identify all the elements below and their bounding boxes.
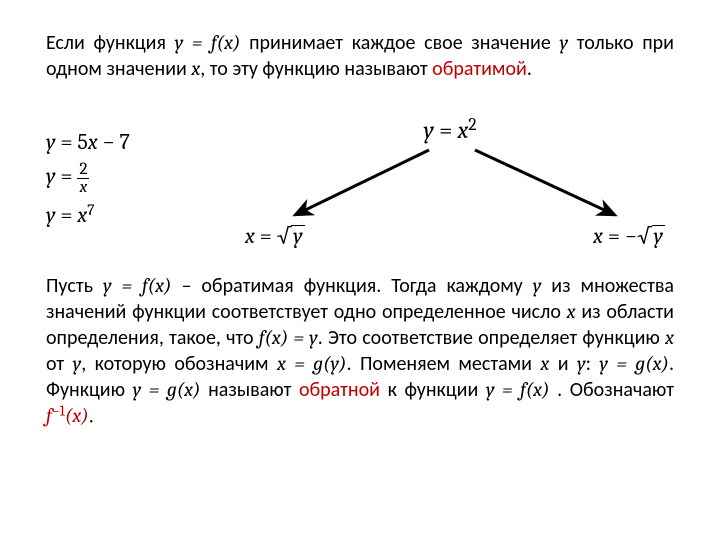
denominator: x: [77, 179, 89, 198]
arrow-left: [295, 150, 429, 215]
text: = 5: [55, 129, 87, 155]
inline-eq: y = f(x): [103, 274, 171, 297]
text: =: [255, 223, 277, 249]
inline-eq: x = g(y): [277, 352, 347, 375]
text: =: [55, 202, 77, 228]
var: x: [245, 223, 255, 249]
text: . Это соответствие определяет функцию: [318, 326, 665, 350]
text: принимает каждое свое значение: [240, 31, 559, 55]
text: . Поменяем местами: [347, 352, 541, 376]
var-x: x: [540, 352, 549, 375]
sqrt: √y: [277, 223, 305, 249]
var-x: x: [191, 57, 200, 80]
text: , то эту функцию называют: [200, 57, 432, 81]
text: − 7: [98, 129, 130, 155]
eq3: y = x7: [46, 198, 130, 232]
text: , которую обозначим: [81, 352, 277, 376]
inverse-notation: f−1(x): [46, 404, 89, 427]
var-y: y: [559, 31, 568, 54]
numerator: 2: [77, 161, 89, 179]
text: (x): [65, 404, 89, 427]
eq1: y = 5x − 7: [46, 125, 130, 159]
inline-eq: y = g(x): [133, 378, 201, 401]
var: x: [593, 223, 603, 249]
text: =: [55, 163, 77, 189]
definition-paragraph: Если функция y = f(x) принимает каждое с…: [46, 30, 674, 82]
inline-eq: f(x) = y: [259, 326, 318, 349]
text: . Обозначают: [550, 378, 674, 402]
var: x: [88, 129, 98, 155]
explanation-paragraph: Пусть y = f(x) – обратимая функция. Тогд…: [46, 273, 674, 429]
text: = −: [603, 223, 637, 249]
arrow-right: [475, 150, 615, 215]
eq2: y = 2x: [46, 159, 130, 198]
text: Пусть: [46, 274, 103, 298]
fraction: 2x: [77, 161, 89, 198]
var-x: x: [665, 326, 674, 349]
exponent: −1: [52, 403, 65, 420]
inline-eq: y = f(x): [486, 378, 550, 401]
highlight-word: обратимой: [432, 57, 527, 81]
text: .: [89, 404, 94, 428]
eq-branch-right: x = −√y: [593, 223, 665, 249]
var-x: x: [567, 300, 576, 323]
example-equations: y = 5x − 7 y = 2x y = x7: [46, 125, 130, 232]
text: называют: [201, 378, 299, 402]
highlight-word: обратной: [299, 378, 380, 402]
var: x: [77, 202, 87, 228]
text: и: [549, 352, 577, 376]
text: к функции: [380, 378, 486, 402]
text: Если функция: [46, 31, 175, 55]
inline-eq: y = g(x): [599, 352, 669, 375]
var-y: y: [73, 352, 82, 375]
text: – обратимая функция. Тогда каждому: [171, 274, 532, 298]
sqrt: √y: [637, 223, 665, 249]
text: от: [46, 352, 73, 376]
var-y: y: [577, 352, 586, 375]
inline-eq: y = f(x): [175, 31, 241, 54]
slide: Если функция y = f(x) принимает каждое с…: [0, 0, 720, 540]
text: :: [586, 352, 600, 376]
exponent: 7: [87, 201, 94, 219]
branch-diagram: y = x2 x = √y x = −√y: [225, 115, 675, 250]
text: .: [527, 57, 532, 81]
eq-branch-left: x = √y: [245, 223, 305, 249]
radicand: y: [291, 225, 304, 247]
radicand: y: [652, 225, 665, 247]
